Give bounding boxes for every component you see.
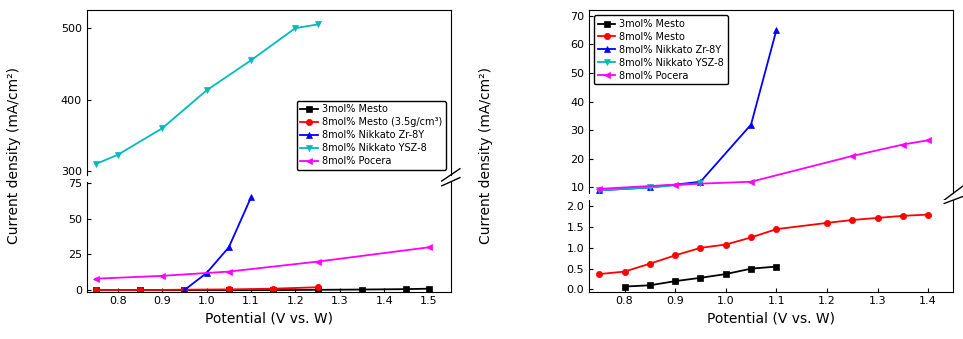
8mol% Nikkato YSZ-8	[290, 26, 301, 30]
8mol% Mesto	[897, 209, 908, 213]
3mol% Mesto	[720, 213, 732, 217]
8mol% Mesto	[846, 209, 858, 213]
Line: 3mol% Mesto: 3mol% Mesto	[621, 211, 779, 219]
8mol% Nikkato YSZ-8	[201, 88, 213, 93]
X-axis label: Potential (V vs. W): Potential (V vs. W)	[205, 312, 333, 326]
8mol% Mesto	[745, 211, 757, 215]
8mol% Nikkato Zr-8Y	[770, 28, 782, 32]
8mol% Pocera	[669, 183, 681, 187]
8mol% Mesto	[694, 211, 706, 215]
8mol% Nikkato Zr-8Y	[246, 338, 257, 339]
3mol% Mesto	[694, 213, 706, 217]
8mol% Pocera	[846, 154, 858, 158]
3mol% Mesto	[770, 213, 782, 217]
Text: Current density (mA/cm²): Current density (mA/cm²)	[8, 67, 21, 244]
8mol% Nikkato Zr-8Y	[593, 188, 605, 192]
8mol% Pocera	[745, 180, 757, 184]
Text: Current density (mA/cm²): Current density (mA/cm²)	[480, 67, 493, 244]
8mol% Mesto	[644, 212, 656, 216]
3mol% Mesto	[619, 214, 631, 218]
8mol% Nikkato Zr-8Y	[745, 122, 757, 126]
Line: 8mol% Pocera: 8mol% Pocera	[596, 137, 931, 192]
3mol% Mesto	[644, 214, 656, 218]
8mol% Nikkato YSZ-8	[156, 126, 168, 131]
Line: 8mol% Mesto: 8mol% Mesto	[596, 208, 931, 218]
3mol% Mesto	[745, 213, 757, 217]
X-axis label: Potential (V vs. W): Potential (V vs. W)	[707, 312, 835, 326]
8mol% Mesto	[872, 209, 883, 213]
8mol% Nikkato YSZ-8	[644, 185, 656, 190]
8mol% Pocera	[593, 187, 605, 191]
8mol% Mesto	[619, 213, 631, 217]
8mol% Nikkato Zr-8Y	[694, 180, 706, 184]
8mol% Nikkato YSZ-8	[694, 181, 706, 185]
8mol% Nikkato YSZ-8	[246, 58, 257, 62]
8mol% Mesto	[669, 212, 681, 216]
8mol% Mesto	[821, 210, 833, 214]
8mol% Nikkato Zr-8Y	[644, 185, 656, 190]
8mol% Nikkato YSZ-8	[112, 153, 123, 157]
8mol% Mesto	[593, 213, 605, 217]
Line: 8mol% Nikkato Zr-8Y: 8mol% Nikkato Zr-8Y	[181, 336, 254, 339]
8mol% Pocera	[897, 142, 908, 146]
8mol% Nikkato YSZ-8	[593, 188, 605, 192]
8mol% Nikkato YSZ-8	[312, 22, 324, 26]
8mol% Mesto	[923, 209, 934, 213]
8mol% Mesto	[770, 210, 782, 214]
Line: 8mol% Nikkato YSZ-8: 8mol% Nikkato YSZ-8	[92, 21, 321, 167]
Line: 8mol% Nikkato YSZ-8: 8mol% Nikkato YSZ-8	[596, 180, 704, 194]
Line: 8mol% Nikkato Zr-8Y: 8mol% Nikkato Zr-8Y	[596, 27, 779, 194]
8mol% Nikkato YSZ-8	[90, 162, 101, 166]
3mol% Mesto	[669, 214, 681, 218]
Legend: 3mol% Mesto, 8mol% Mesto (3.5g/cm³), 8mol% Nikkato Zr-8Y, 8mol% Nikkato YSZ-8, 8: 3mol% Mesto, 8mol% Mesto (3.5g/cm³), 8mo…	[297, 101, 446, 170]
8mol% Pocera	[923, 138, 934, 142]
8mol% Mesto	[720, 211, 732, 215]
Legend: 3mol% Mesto, 8mol% Mesto, 8mol% Nikkato Zr-8Y, 8mol% Nikkato YSZ-8, 8mol% Pocera: 3mol% Mesto, 8mol% Mesto, 8mol% Nikkato …	[594, 15, 728, 84]
